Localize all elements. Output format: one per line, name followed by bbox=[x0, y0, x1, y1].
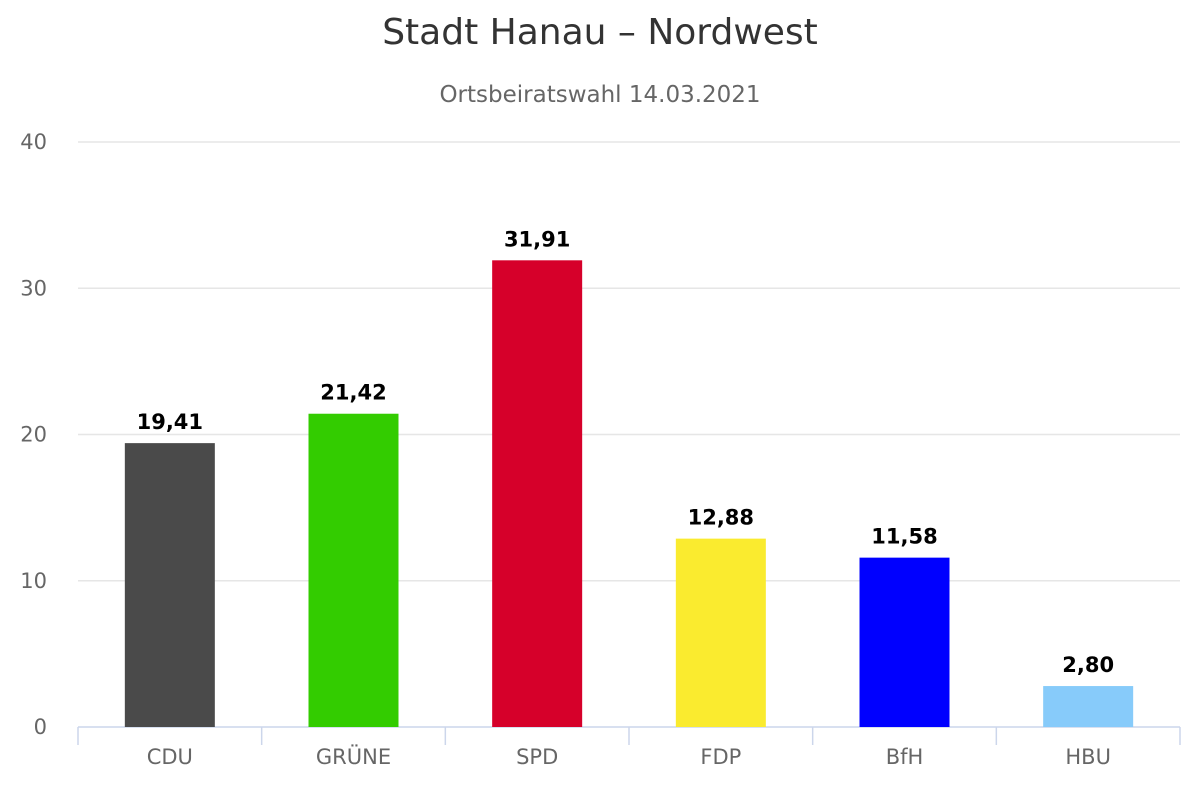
y-tick-label: 20 bbox=[20, 423, 47, 447]
x-tick-label: GRÜNE bbox=[316, 744, 391, 769]
chart-title: Stadt Hanau – Nordwest bbox=[382, 12, 818, 53]
data-label: 21,42 bbox=[320, 381, 386, 405]
data-label: 12,88 bbox=[688, 506, 754, 530]
x-tick-label: SPD bbox=[516, 745, 558, 769]
bar-bfh[interactable] bbox=[859, 557, 950, 727]
x-tick-label: FDP bbox=[700, 745, 741, 769]
x-tick-label: BfH bbox=[886, 745, 924, 769]
x-tick-label: HBU bbox=[1065, 745, 1111, 769]
bar-cdu[interactable] bbox=[124, 443, 215, 727]
data-label: 31,91 bbox=[504, 227, 570, 251]
bar-hbu[interactable] bbox=[1043, 686, 1134, 727]
bar-grüne[interactable] bbox=[308, 413, 399, 727]
bar-fdp[interactable] bbox=[675, 538, 766, 727]
y-tick-label: 30 bbox=[20, 276, 47, 300]
data-label: 19,41 bbox=[137, 410, 203, 434]
chart-subtitle: Ortsbeiratswahl 14.03.2021 bbox=[439, 82, 761, 108]
x-tick-label: CDU bbox=[147, 745, 193, 769]
data-label: 11,58 bbox=[871, 525, 937, 549]
data-label: 2,80 bbox=[1062, 653, 1114, 677]
y-tick-label: 0 bbox=[34, 715, 47, 739]
y-tick-label: 40 bbox=[20, 130, 47, 154]
bar-spd[interactable] bbox=[492, 260, 583, 727]
y-tick-label: 10 bbox=[20, 569, 47, 593]
